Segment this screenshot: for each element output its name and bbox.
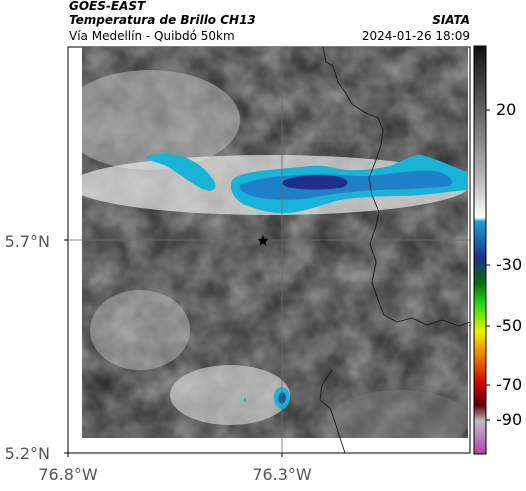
cold-cloud-band bbox=[145, 153, 468, 410]
colorbar-ticks bbox=[486, 109, 490, 421]
brightness-temperature-field bbox=[82, 47, 468, 438]
lon-label-76-8: 76.8°W bbox=[38, 465, 98, 484]
colorbar bbox=[473, 45, 487, 455]
colorbar-tick-20: 20 bbox=[496, 100, 517, 119]
department-boundary-south bbox=[319, 369, 346, 454]
colorbar-tick-minus-30: -30 bbox=[496, 255, 523, 274]
lat-label-5-7: 5.7°N bbox=[4, 232, 50, 251]
satellite-title: GOES-EAST bbox=[69, 0, 146, 13]
product-title: Temperatura de Brillo CH13 bbox=[69, 13, 256, 27]
datetime-label: 2024-01-26 18:09 bbox=[361, 29, 470, 43]
star-icon bbox=[257, 235, 269, 246]
colorbar-tick-minus-90: -90 bbox=[496, 410, 523, 429]
lat-label-5-2: 5.2°N bbox=[4, 444, 50, 463]
colorbar-tick-minus-50: -50 bbox=[496, 316, 523, 335]
route-subtitle: Vía Medellín - Quibdó 50km bbox=[69, 29, 235, 43]
organization-label: SIATA bbox=[432, 13, 470, 27]
colorbar-tick-minus-70: -70 bbox=[496, 375, 523, 394]
department-boundary bbox=[322, 46, 471, 327]
axis-ticks bbox=[64, 239, 283, 457]
lon-label-76-3: 76.3°W bbox=[252, 465, 312, 484]
